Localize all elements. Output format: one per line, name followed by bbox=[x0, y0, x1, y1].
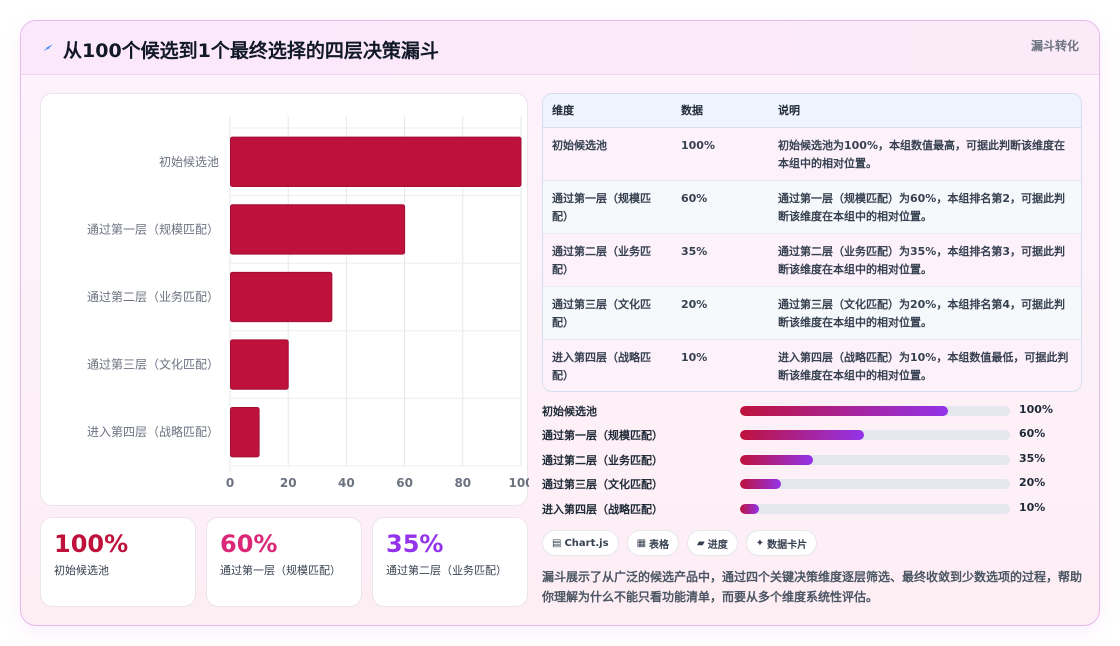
x-tick-label: 100 bbox=[508, 476, 529, 490]
chart-icon: ▤ bbox=[552, 537, 562, 549]
table-row: 初始候选池 100% 初始候选池为100%，本组数值最高，可据此判断该维度在本组… bbox=[543, 127, 1081, 181]
bar bbox=[230, 339, 289, 390]
card-header: 从100个候选到1个最终选择的四层决策漏斗 漏斗转化 bbox=[21, 21, 1099, 75]
x-tick-label: 0 bbox=[226, 476, 234, 490]
stat-value: 100% bbox=[54, 530, 129, 558]
stat-label: 初始候选池 bbox=[54, 564, 109, 577]
chip-chartjs[interactable]: ▤ Chart.js bbox=[542, 530, 619, 556]
cell-note: 通过第一层（规模匹配）为60%，本组排名第2，可据此判断该维度在本组中的相对位置… bbox=[769, 180, 1081, 234]
progress-value: 10% bbox=[1019, 501, 1046, 514]
cell-note: 初始候选池为100%，本组数值最高，可据此判断该维度在本组中的相对位置。 bbox=[769, 127, 1081, 181]
progress-track bbox=[740, 406, 1010, 416]
progress-row: 通过第一层（规模匹配） 60% bbox=[542, 425, 1082, 445]
cell-value: 35% bbox=[672, 233, 769, 287]
progress-track bbox=[740, 479, 1010, 489]
x-tick-label: 80 bbox=[454, 476, 471, 490]
progress-fill bbox=[740, 455, 813, 465]
progress-value: 60% bbox=[1019, 427, 1046, 440]
x-tick-label: 20 bbox=[280, 476, 297, 490]
category-label: 进入第四层（战略匹配） bbox=[87, 424, 219, 439]
chip-label: Chart.js bbox=[564, 537, 609, 549]
progress-fill bbox=[740, 406, 948, 416]
stat-card-initial: 100% 初始候选池 bbox=[40, 517, 196, 607]
chip-progress[interactable]: ▰ 进度 bbox=[687, 530, 738, 556]
progress-row: 初始候选池 100% bbox=[542, 401, 1082, 421]
table-row: 进入第四层（战略匹配） 10% 进入第四层（战略匹配）为10%，本组数值最低，可… bbox=[543, 339, 1081, 391]
progress-fill bbox=[740, 479, 781, 489]
category-label: 初始候选池 bbox=[159, 155, 219, 169]
stat-card-layer1: 60% 通过第一层（规模匹配） bbox=[206, 517, 362, 607]
bar bbox=[230, 407, 260, 458]
progress-label: 通过第三层（文化匹配） bbox=[542, 478, 663, 491]
cell-note: 通过第三层（文化匹配）为20%，本组排名第4，可据此判断该维度在本组中的相对位置… bbox=[769, 286, 1081, 340]
header-dimension: 维度 bbox=[543, 94, 672, 128]
stat-label: 通过第一层（规模匹配） bbox=[220, 564, 341, 577]
bar bbox=[230, 271, 333, 323]
progress-row: 通过第二层（业务匹配） 35% bbox=[542, 450, 1082, 470]
header-data: 数据 bbox=[672, 94, 769, 128]
category-label: 通过第二层（业务匹配） bbox=[87, 289, 219, 304]
stat-value: 60% bbox=[220, 530, 278, 558]
x-tick-label: 40 bbox=[338, 476, 355, 490]
progress-track bbox=[740, 430, 1010, 440]
progress-value: 100% bbox=[1019, 403, 1053, 416]
progress-fill bbox=[740, 430, 865, 440]
progress-icon: ▰ bbox=[697, 537, 705, 549]
category-tag: 漏斗转化 bbox=[1030, 39, 1079, 53]
progress-label: 通过第一层（规模匹配） bbox=[542, 429, 663, 442]
chip-label: 表格 bbox=[649, 539, 670, 551]
bar-chart-panel: 初始候选池通过第一层（规模匹配） 通过第二层（业务匹配） 通过第三层（文化匹配） 进入… bbox=[40, 93, 529, 506]
tech-chips: ▤ Chart.js ▦ 表格 ▰ 进度 ✦ 数据卡片 bbox=[542, 530, 818, 556]
progress-row: 进入第四层（战略匹配） 10% bbox=[542, 499, 1082, 519]
progress-label: 通过第二层（业务匹配） bbox=[542, 454, 663, 467]
cell-dimension: 通过第二层（业务匹配） bbox=[543, 233, 672, 287]
table-row: 通过第二层（业务匹配） 35% 通过第二层（业务匹配）为35%，本组排名第3，可… bbox=[543, 233, 1081, 287]
stat-value: 35% bbox=[386, 530, 444, 558]
description: 漏斗展示了从广泛的候选产品中，通过四个关键决策维度逐层筛选、最终收敛到少数选项的… bbox=[542, 570, 1083, 604]
cell-dimension: 通过第三层（文化匹配） bbox=[543, 286, 672, 340]
x-tick-label: 60 bbox=[396, 476, 413, 490]
table-icon: ▦ bbox=[636, 537, 647, 549]
header-note: 说明 bbox=[769, 94, 1081, 128]
category-label: 通过第一层（规模匹配） bbox=[87, 221, 219, 236]
funnel-card: 从100个候选到1个最终选择的四层决策漏斗 漏斗转化 初始候选池 通过第一层（规模… bbox=[20, 20, 1100, 626]
cell-value: 10% bbox=[672, 339, 769, 391]
cell-value: 100% bbox=[672, 127, 769, 181]
chip-table[interactable]: ▦ 表格 bbox=[626, 530, 680, 556]
stat-label: 通过第二层（业务匹配） bbox=[386, 564, 507, 577]
page-title: 从100个候选到1个最终选择的四层决策漏斗 bbox=[63, 40, 439, 62]
chip-label: 进度 bbox=[707, 539, 728, 551]
progress-fill bbox=[740, 504, 759, 514]
progress-value: 35% bbox=[1019, 452, 1046, 465]
bar bbox=[230, 136, 522, 187]
stat-card-layer2: 35% 通过第二层（业务匹配） bbox=[372, 517, 528, 607]
lightning-icon bbox=[43, 44, 53, 51]
cell-note: 通过第二层（业务匹配）为35%，本组排名第3，可据此判断该维度在本组中的相对位置… bbox=[769, 233, 1081, 287]
cell-note: 进入第四层（战略匹配）为10%，本组数值最低，可据此判断该维度在本组中的相对位置… bbox=[769, 339, 1081, 391]
table-row: 通过第一层（规模匹配） 60% 通过第一层（规模匹配）为60%，本组排名第2，可… bbox=[543, 180, 1081, 234]
cell-dimension: 进入第四层（战略匹配） bbox=[543, 339, 672, 391]
bar bbox=[230, 204, 406, 255]
progress-label: 进入第四层（战略匹配） bbox=[542, 503, 663, 516]
progress-track bbox=[740, 455, 1010, 465]
cell-dimension: 通过第一层（规模匹配） bbox=[543, 180, 672, 234]
progress-value: 20% bbox=[1019, 476, 1046, 489]
cell-dimension: 初始候选池 bbox=[543, 127, 672, 181]
category-label: 通过第三层（文化匹配） bbox=[87, 357, 219, 372]
chip-data-card[interactable]: ✦ 数据卡片 bbox=[745, 530, 818, 556]
progress-track bbox=[740, 504, 1010, 514]
chip-label: 数据卡片 bbox=[767, 539, 808, 551]
cell-value: 60% bbox=[672, 180, 769, 234]
table-header-row: 维度 数据 说明 bbox=[543, 94, 1081, 128]
data-table: 维度 数据 说明 初始候选池 100% 初始候选池为100%，本组数值最高，可据… bbox=[542, 93, 1082, 392]
table-row: 通过第三层（文化匹配） 20% 通过第三层（文化匹配）为20%，本组排名第4，可… bbox=[543, 286, 1081, 340]
progress-row: 通过第三层（文化匹配） 20% bbox=[542, 474, 1082, 494]
card-icon: ✦ bbox=[755, 537, 765, 549]
cell-value: 20% bbox=[672, 286, 769, 340]
progress-label: 初始候选池 bbox=[542, 405, 597, 418]
